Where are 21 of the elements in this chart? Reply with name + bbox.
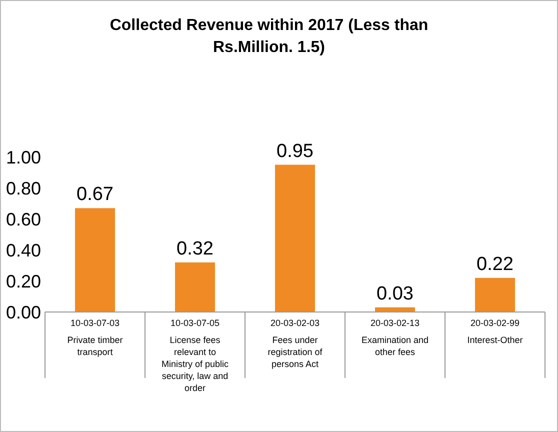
chart-title: Collected Revenue within 2017 (Less than Rs.Million. 1.5)	[110, 17, 428, 56]
x-tick-label: 20-03-02-03 Fees under registration of persons Act	[268, 318, 323, 369]
data-label: 0.03	[376, 283, 414, 304]
x-tick-label: 20-03-02-99 Interest-Other	[467, 318, 523, 345]
data-label: 0.32	[176, 238, 214, 260]
x-tick-label: 20-03-02-13 Examination and other fees	[361, 318, 429, 357]
data-label: 0.95	[276, 140, 314, 162]
bar	[275, 164, 315, 312]
y-tick-label: 0.80	[6, 178, 41, 198]
y-tick-label: 0.40	[6, 240, 41, 260]
bar	[475, 278, 515, 312]
x-tick-label: 10-03-07-05 License fees relevant to Ministry of public security, law and order	[161, 318, 230, 393]
y-tick-label: 0.20	[6, 271, 41, 292]
y-tick-label: 1.00	[6, 147, 41, 168]
bar	[175, 262, 215, 312]
x-tick-label: 10-03-07-03 Private timber transport	[67, 318, 123, 357]
y-tick-label: 0.60	[6, 209, 41, 230]
data-label: 0.67	[76, 184, 114, 206]
bar	[75, 208, 115, 312]
data-label: 0.22	[476, 254, 514, 275]
y-tick-label: 0.00	[6, 302, 41, 322]
